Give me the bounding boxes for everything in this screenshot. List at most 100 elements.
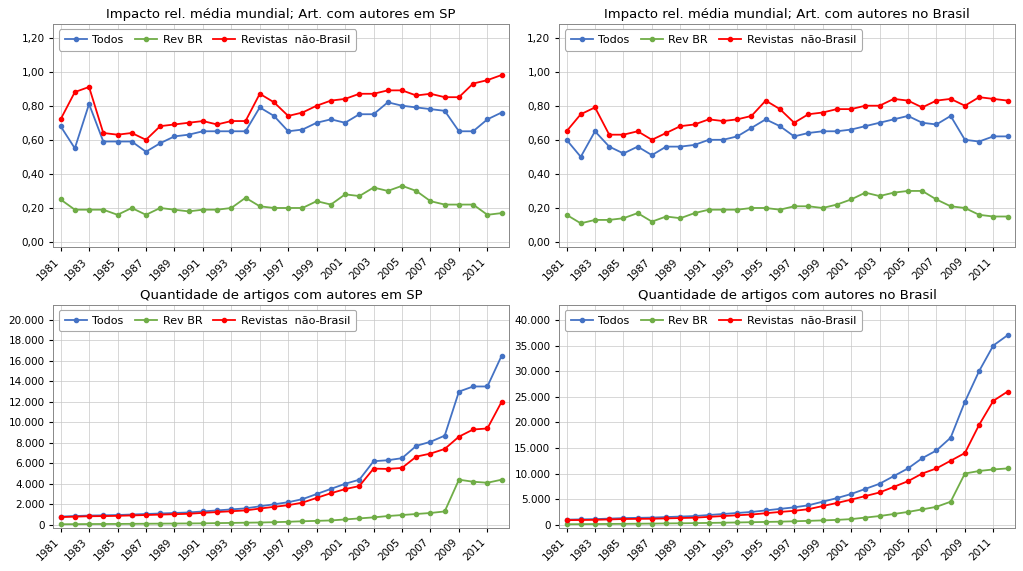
Todos [1002,133,1014,140]
Todos [617,514,629,521]
Revistas  não-Brasil [802,506,814,513]
Rev BR [916,506,928,513]
Rev BR [410,510,422,517]
Rev BR [859,514,872,521]
Todos [845,126,857,133]
Revistas  não-Brasil [944,95,957,102]
Rev BR [788,518,800,525]
Rev BR [845,516,857,522]
Todos [802,130,814,136]
Rev BR [660,520,672,527]
Todos [859,485,872,492]
Revistas  não-Brasil [83,83,95,90]
Revistas  não-Brasil [859,102,872,109]
Todos [382,457,394,464]
Revistas  não-Brasil [453,433,465,440]
Rev BR [930,504,942,510]
Rev BR [282,518,295,525]
Todos [239,128,252,135]
Rev BR [168,520,180,527]
Todos [97,512,109,519]
Rev BR [196,206,209,213]
Revistas  não-Brasil [396,464,408,471]
Todos [746,124,758,131]
Line: Rev BR: Rev BR [58,184,503,217]
Revistas  não-Brasil [83,513,95,520]
Revistas  não-Brasil [112,131,124,138]
Rev BR [646,218,658,225]
Todos [324,485,337,492]
Todos [297,496,309,502]
Line: Revistas  não-Brasil: Revistas não-Brasil [565,95,1010,142]
Todos [254,104,266,111]
Todos [916,119,928,126]
Todos [1002,332,1014,339]
Revistas  não-Brasil [717,513,729,520]
Todos [631,514,643,521]
Todos [646,514,658,521]
Todos [396,455,408,461]
Todos [69,513,81,520]
Todos [439,107,451,114]
Revistas  não-Brasil [589,516,602,523]
Rev BR [339,191,351,198]
Rev BR [297,204,309,211]
Todos [211,128,223,135]
Todos [453,388,465,395]
Revistas  não-Brasil [425,450,437,457]
Todos [410,443,422,449]
Todos [589,128,602,135]
Todos [959,136,971,143]
Rev BR [396,512,408,518]
Revistas  não-Brasil [154,123,167,130]
Todos [788,504,800,511]
Todos [874,119,886,126]
Rev BR [788,203,800,210]
Rev BR [561,211,573,218]
Revistas  não-Brasil [561,517,573,524]
Rev BR [589,216,602,223]
Revistas  não-Brasil [888,95,900,102]
Title: Impacto rel. média mundial; Art. com autores no Brasil: Impacto rel. média mundial; Art. com aut… [605,9,970,21]
Revistas  não-Brasil [589,104,602,111]
Rev BR [495,210,507,216]
Rev BR [453,201,465,208]
Rev BR [225,204,237,211]
Revistas  não-Brasil [788,508,800,514]
Rev BR [575,521,587,528]
Revistas  não-Brasil [239,118,252,124]
Todos [339,480,351,487]
Revistas  não-Brasil [196,509,209,516]
Revistas  não-Brasil [561,128,573,135]
Rev BR [425,509,437,516]
Todos [453,128,465,135]
Revistas  não-Brasil [575,517,587,524]
Revistas  não-Brasil [495,71,507,78]
Revistas  não-Brasil [604,516,616,523]
Todos [182,131,194,138]
Todos [268,112,280,119]
Rev BR [311,198,323,204]
Rev BR [604,521,616,528]
Todos [481,383,493,390]
Revistas  não-Brasil [930,97,942,104]
Todos [54,513,66,520]
Revistas  não-Brasil [140,136,152,143]
Revistas  não-Brasil [367,90,380,97]
Revistas  não-Brasil [453,94,465,100]
Rev BR [631,520,643,527]
Revistas  não-Brasil [112,512,124,519]
Revistas  não-Brasil [353,90,365,97]
Revistas  não-Brasil [773,509,786,516]
Revistas  não-Brasil [617,516,629,522]
Rev BR [746,204,758,211]
Todos [731,509,744,516]
Rev BR [930,196,942,203]
Rev BR [410,187,422,194]
Revistas  não-Brasil [987,95,999,102]
Rev BR [746,519,758,526]
Rev BR [802,517,814,524]
Rev BR [112,521,124,528]
Todos [646,152,658,159]
Todos [211,507,223,514]
